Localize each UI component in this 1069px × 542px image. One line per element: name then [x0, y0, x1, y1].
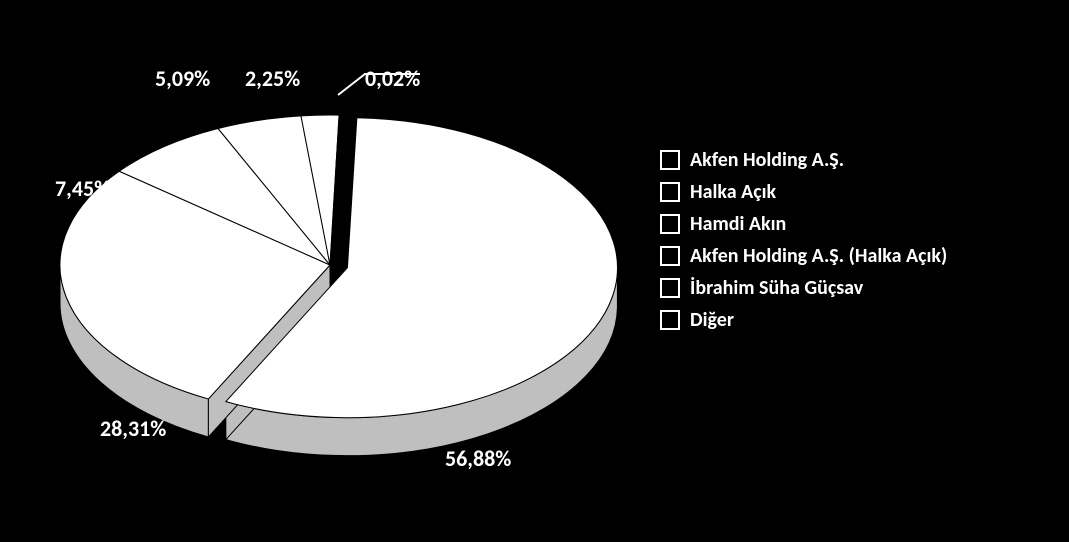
slice-label-0: 56,88%: [445, 445, 511, 472]
legend-row: İbrahim Süha Güçsav: [660, 276, 947, 300]
legend-label: İbrahim Süha Güçsav: [690, 276, 863, 300]
slice-label-4: 2,25%: [245, 65, 300, 92]
legend-row: Hamdi Akın: [660, 212, 947, 236]
legend-row: Diğer: [660, 308, 947, 332]
legend-swatch: [660, 150, 680, 170]
chart-stage: 56,88% 28,31% 7,45% 5,09% 2,25% 0,02% Ak…: [0, 0, 1069, 542]
legend-swatch: [660, 310, 680, 330]
legend-swatch: [660, 278, 680, 298]
legend-row: Halka Açık: [660, 180, 947, 204]
legend-row: Akfen Holding A.Ş. (Halka Açık): [660, 244, 947, 268]
legend-row: Akfen Holding A.Ş.: [660, 148, 947, 172]
legend-label: Halka Açık: [690, 180, 776, 204]
legend-swatch: [660, 182, 680, 202]
slice-label-2: 7,45%: [55, 175, 110, 202]
slice-label-3: 5,09%: [155, 65, 210, 92]
legend-label: Diğer: [690, 308, 734, 332]
legend-label: Akfen Holding A.Ş.: [690, 148, 844, 172]
slice-label-1: 28,31%: [100, 415, 166, 442]
slice-label-5: 0,02%: [365, 65, 420, 92]
legend-swatch: [660, 214, 680, 234]
legend-label: Hamdi Akın: [690, 212, 786, 236]
legend: Akfen Holding A.Ş. Halka Açık Hamdi Akın…: [660, 140, 947, 340]
legend-label: Akfen Holding A.Ş. (Halka Açık): [690, 244, 947, 268]
legend-swatch: [660, 246, 680, 266]
